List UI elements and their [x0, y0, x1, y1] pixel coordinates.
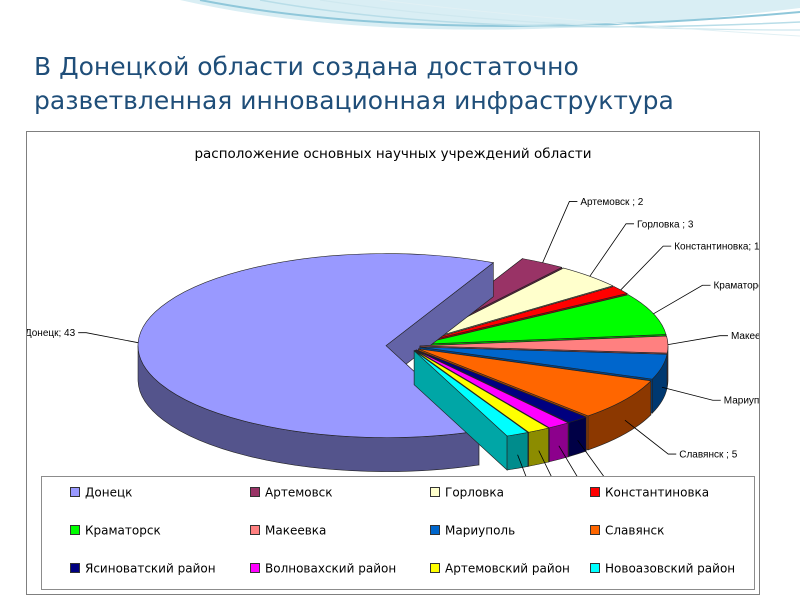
legend-item: Горловка [430, 485, 504, 501]
leader-line [577, 440, 604, 476]
legend-swatch [70, 524, 80, 535]
legend-swatch [250, 486, 260, 497]
legend-swatch [430, 486, 440, 497]
legend-swatch [250, 524, 260, 535]
legend-item: Мариуполь [430, 523, 515, 539]
data-label: Мариуполь ; 3 [724, 396, 759, 407]
leader-line [517, 454, 527, 476]
slide-title: В Донецкой области создана достаточно ра… [34, 52, 674, 115]
leader-line [538, 450, 552, 476]
legend-label: Славянск [605, 523, 665, 538]
legend-item: Славянск [590, 523, 664, 539]
leader-line [653, 284, 711, 315]
pie-slice-1 [137, 253, 495, 472]
legend-label: Донецк [85, 485, 133, 500]
data-label: Краматорск ; 5 [713, 281, 759, 292]
legend-item: Артемовск [250, 485, 333, 501]
chart-title: расположение основных научных учреждений… [194, 146, 592, 162]
legend-label: Артемовск [265, 485, 333, 500]
leader-line [661, 386, 721, 401]
legend-item: Краматорск [70, 523, 161, 539]
pie-chart: Донецк; 43 Артемовск ; 2 Горловка ; 3 Конст… [27, 197, 759, 476]
legend-swatch [70, 486, 80, 497]
legend-label: Краматорск [85, 523, 161, 538]
legend-swatch [590, 486, 600, 497]
leader-line [78, 332, 139, 344]
leader-line [542, 201, 578, 263]
data-label: Артемовск ; 2 [580, 197, 643, 208]
leader-line [667, 335, 728, 345]
data-label: Донецк; 43 [27, 328, 76, 339]
legend-swatch [590, 562, 600, 573]
legend-label: Артемовский район [445, 561, 570, 576]
chart-frame: расположение основных научных учреждений… [26, 131, 760, 595]
data-label: Славянск ; 5 [679, 450, 737, 461]
legend-swatch [250, 562, 260, 573]
leader-line [589, 223, 635, 277]
legend-item: Донецк [70, 485, 132, 501]
legend-label: Ясиноватский район [85, 561, 216, 576]
legend-label: Мариуполь [445, 523, 516, 538]
chart-legend: Донецк Артемовск Горловка Константиновка Кра… [41, 476, 755, 590]
legend-label: Макеевка [265, 523, 327, 538]
data-label: Константиновка; 1 [674, 242, 759, 253]
leader-line [558, 445, 578, 476]
legend-item: Константиновка [590, 485, 709, 501]
legend-item: Макеевка [250, 523, 326, 539]
header-wave-decoration [180, 0, 800, 37]
legend-label: Горловка [445, 485, 504, 500]
legend-swatch [70, 562, 80, 573]
legend-item: Новоазовский район [590, 561, 735, 577]
data-label: Макеевка ; 2 [731, 331, 759, 342]
leader-line [620, 245, 672, 291]
data-label: Горловка ; 3 [637, 219, 694, 230]
legend-item: Артемовский район [430, 561, 570, 577]
legend-label: Волновахский район [265, 561, 397, 576]
legend-item: Волновахский район [250, 561, 396, 577]
pie-slice-12 [413, 350, 529, 471]
legend-label: Константиновка [605, 485, 710, 500]
leader-line [624, 419, 677, 455]
legend-item: Ясиноватский район [70, 561, 216, 577]
legend-swatch [590, 524, 600, 535]
legend-swatch [430, 524, 440, 535]
legend-label: Новоазовский район [605, 561, 736, 576]
legend-swatch [430, 562, 440, 573]
